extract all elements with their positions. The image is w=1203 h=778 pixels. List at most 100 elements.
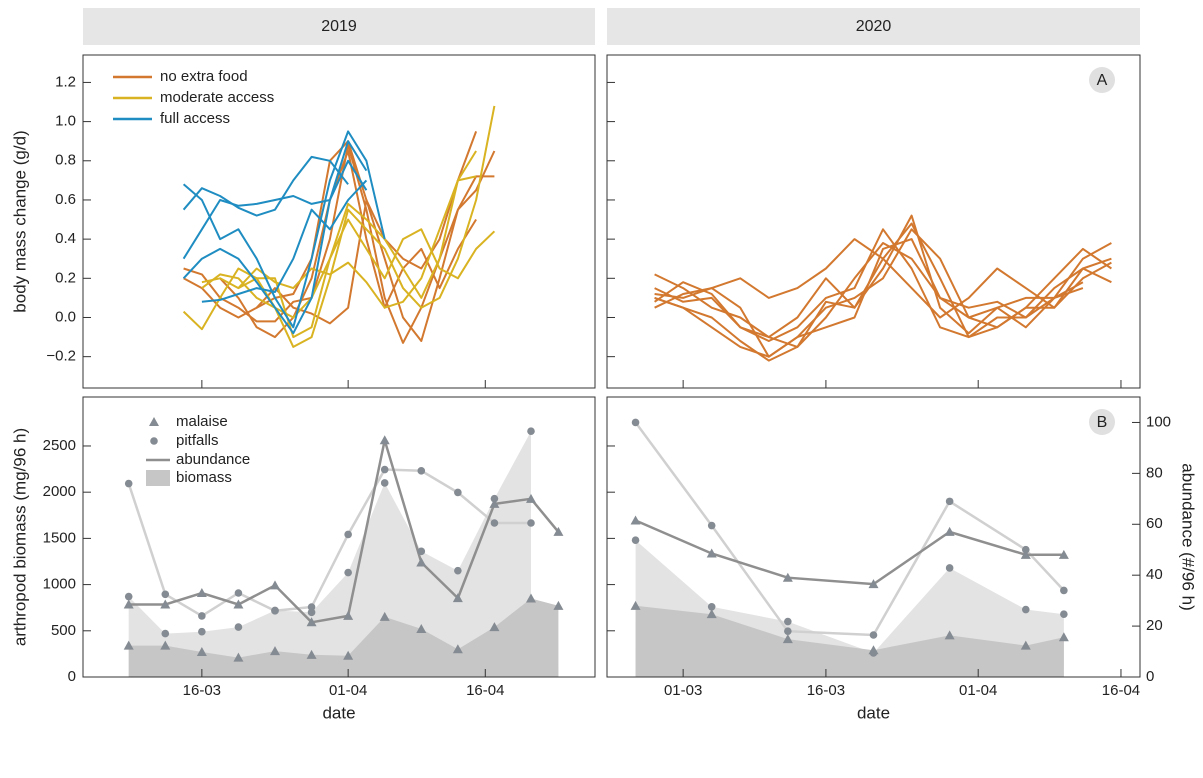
triangle-marker — [868, 579, 879, 589]
circle-marker — [380, 465, 389, 474]
panel-letter: B — [1097, 414, 1108, 431]
x-tick-label: 16-04 — [1102, 682, 1140, 699]
triangle-marker — [270, 580, 280, 590]
circle-marker — [234, 589, 243, 597]
legend-label: pitfalls — [176, 432, 219, 449]
circle-marker — [631, 418, 640, 427]
circle-marker — [234, 623, 243, 631]
body-mass-line — [201, 175, 477, 309]
y-tick-label: 0.0 — [55, 308, 76, 325]
triangle-marker — [196, 647, 207, 657]
body-mass-line — [201, 179, 368, 303]
abundance-line — [127, 468, 531, 618]
body-mass-line — [654, 238, 1112, 319]
x-tick-label: 16-04 — [466, 682, 504, 699]
panel-frame — [82, 396, 596, 678]
y-tick-label: 0.6 — [55, 191, 76, 208]
circle-marker — [161, 629, 170, 638]
y2-tick-label: 40 — [1146, 566, 1163, 583]
triangle-marker — [160, 599, 171, 609]
circle-marker — [631, 536, 640, 545]
circle-marker — [490, 494, 499, 503]
circle-marker — [344, 530, 352, 539]
body-mass-line — [201, 218, 496, 319]
y-tick-label: 500 — [51, 622, 76, 639]
triangle-marker — [416, 623, 427, 633]
y-tick-label: 2000 — [43, 483, 76, 500]
circle-marker — [454, 488, 462, 497]
panel-letter-badge — [1089, 67, 1115, 93]
circle-marker — [869, 649, 878, 657]
legend-marker — [150, 437, 158, 445]
triangle-marker — [526, 593, 536, 603]
triangle-marker — [630, 515, 641, 525]
triangle-marker — [489, 622, 500, 632]
y-tick-label: 1000 — [43, 576, 76, 593]
panel-frame — [606, 396, 1141, 678]
circle-marker — [454, 566, 462, 575]
circle-marker — [307, 608, 316, 617]
y2-tick-label: 80 — [1146, 464, 1163, 481]
triangle-marker — [706, 548, 717, 558]
circle-marker — [307, 603, 316, 611]
triangle-marker — [1020, 640, 1031, 650]
x-tick-label: 16-03 — [807, 682, 845, 699]
circle-marker — [271, 607, 279, 615]
circle-marker — [417, 547, 426, 556]
y-axis-label: arthropod biomass (mg/96 h) — [10, 428, 29, 646]
panel-frame — [606, 54, 1141, 389]
circle-marker — [1021, 605, 1030, 614]
y2-tick-label: 100 — [1146, 413, 1171, 430]
circle-marker — [124, 479, 133, 488]
circle-marker — [1021, 545, 1030, 554]
facet-strip — [83, 8, 595, 45]
panel-letter: A — [1097, 72, 1108, 89]
y-tick-label: −0.2 — [46, 348, 76, 365]
triangle-marker — [706, 609, 717, 619]
triangle-marker — [944, 526, 955, 536]
y-tick-label: 0.2 — [55, 269, 76, 286]
circle-marker — [945, 497, 954, 506]
triangle-marker — [233, 599, 244, 609]
triangle-marker — [379, 611, 390, 621]
y2-axis-label: abundance (#/96 h) — [1179, 463, 1198, 610]
triangle-marker — [196, 588, 207, 597]
y-tick-label: 2500 — [43, 437, 76, 454]
triangle-marker — [944, 630, 955, 640]
legend-label: full access — [160, 110, 230, 127]
body-mass-line — [219, 150, 477, 339]
circle-marker — [161, 590, 170, 599]
x-axis-label: date — [857, 703, 890, 722]
triangle-marker — [270, 646, 280, 656]
body-mass-line — [183, 144, 495, 344]
y-tick-label: 1.0 — [55, 113, 76, 130]
body-mass-line — [183, 131, 478, 325]
y2-tick-label: 0 — [1146, 668, 1154, 685]
circle-marker — [527, 427, 535, 435]
triangle-marker — [160, 640, 171, 650]
triangle-marker — [452, 593, 463, 603]
triangle-marker — [416, 557, 427, 567]
triangle-marker — [553, 600, 564, 610]
triangle-marker — [782, 572, 793, 582]
x-tick-label: 16-03 — [183, 682, 221, 699]
body-mass-line — [654, 238, 1084, 358]
circle-marker — [490, 519, 499, 527]
triangle-marker — [343, 610, 354, 620]
circle-marker — [707, 602, 716, 611]
triangle-marker — [526, 493, 536, 503]
abundance-line — [635, 519, 1064, 586]
legend-label: abundance — [176, 451, 250, 468]
body-mass-line — [182, 130, 386, 329]
circle-marker — [198, 612, 206, 620]
biomass-area — [128, 431, 531, 677]
body-mass-line — [182, 105, 496, 348]
triangle-marker — [306, 617, 317, 627]
x-tick-label: 01-04 — [959, 682, 997, 699]
circle-marker — [344, 568, 352, 577]
triangle-marker — [123, 599, 134, 609]
triangle-marker — [782, 634, 793, 644]
y2-tick-label: 60 — [1146, 515, 1163, 532]
y2-tick-label: 20 — [1146, 617, 1163, 634]
